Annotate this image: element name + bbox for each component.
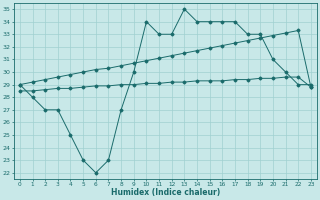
X-axis label: Humidex (Indice chaleur): Humidex (Indice chaleur) bbox=[111, 188, 220, 197]
